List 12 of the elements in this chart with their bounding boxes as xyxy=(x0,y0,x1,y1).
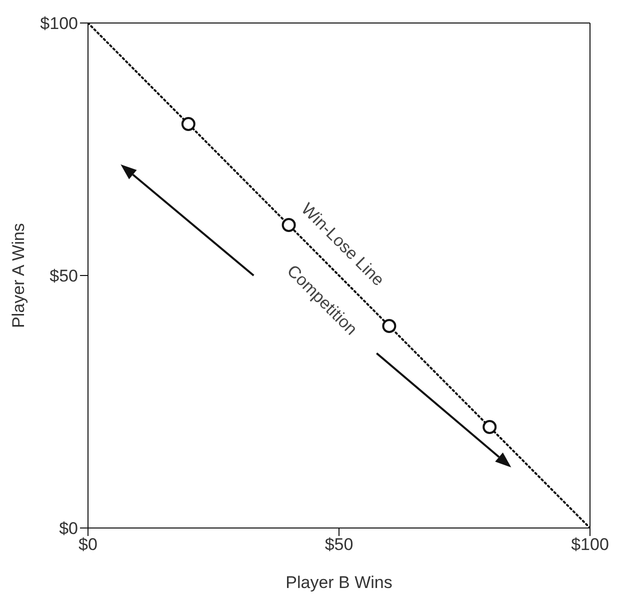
point xyxy=(181,117,196,131)
x-tick-label: $100 xyxy=(571,535,609,554)
x-tick-label: $0 xyxy=(78,535,98,554)
y-tick-label: $0 xyxy=(59,519,78,538)
point xyxy=(382,319,396,333)
x-tick-label: $50 xyxy=(324,535,354,554)
y-tick-label: $50 xyxy=(50,266,78,286)
point xyxy=(482,420,497,434)
x-axis-title: Player B Wins xyxy=(286,573,392,592)
point xyxy=(282,218,296,232)
y-axis-title: Player A Wins xyxy=(9,223,28,328)
y-tick-label: $100 xyxy=(40,14,78,34)
